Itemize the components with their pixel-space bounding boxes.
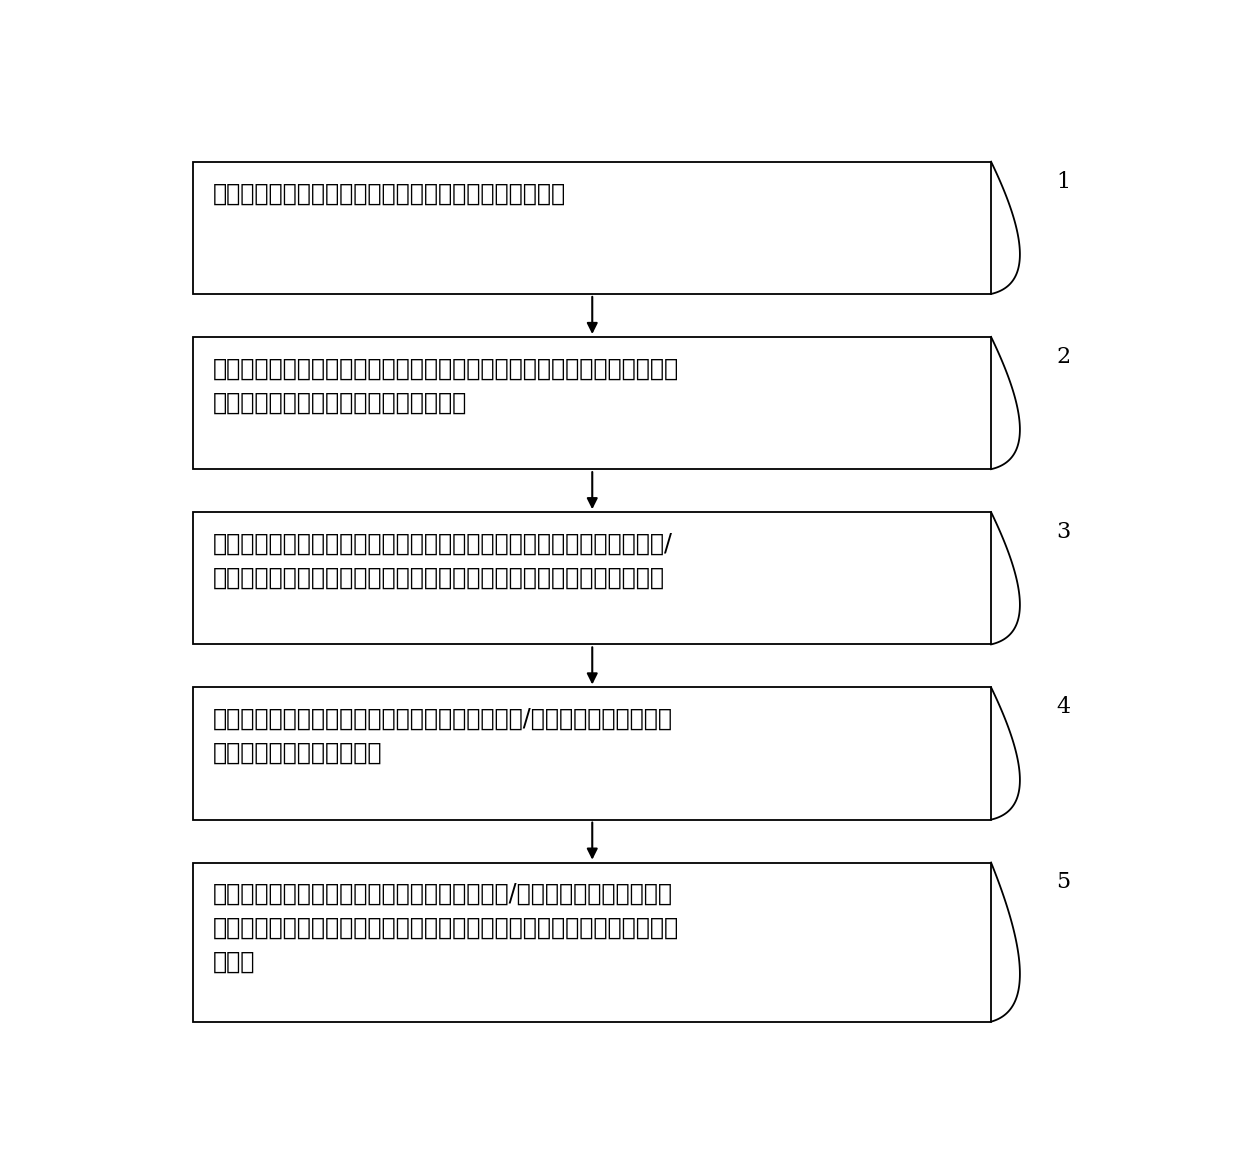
Text: 满足第二预设阈值时，所述整车控制系统发送报警信号，并输出控制变量进: 满足第二预设阈值时，所述整车控制系统发送报警信号，并输出控制变量进	[213, 916, 678, 940]
Text: 根据接收到的所述第二信号计算和输出整车的倾覆弯矩，其中，所述倾覆弯: 根据接收到的所述第二信号计算和输出整车的倾覆弯矩，其中，所述倾覆弯	[213, 356, 678, 381]
Text: 采集第一信号，并根据所述第一信号的特性获得第二信号: 采集第一信号，并根据所述第一信号的特性获得第二信号	[213, 181, 565, 205]
Bar	[193, 687, 991, 820]
Bar	[193, 161, 991, 294]
Text: 3: 3	[1056, 521, 1070, 543]
Text: 或，对比所述横向倾覆弯矩值和第二预设抗倾覆力矩，获得第二比对结果: 或，对比所述横向倾覆弯矩值和第二预设抗倾覆力矩，获得第二比对结果	[213, 565, 665, 590]
Bar	[193, 337, 991, 469]
Text: 矩包括纵向倾覆弯矩值和横向倾覆弯矩值: 矩包括纵向倾覆弯矩值和横向倾覆弯矩值	[213, 390, 467, 414]
Text: 当所述第一比对结果不满足第一预设阈值时，和/或，所述第二比对结果不: 当所述第一比对结果不满足第一预设阈值时，和/或，所述第二比对结果不	[213, 882, 672, 907]
Text: 2: 2	[1056, 346, 1070, 368]
Text: 对比所述纵向倾覆弯矩值和第一预设抗倾覆力矩，获得第一比对结果，和/: 对比所述纵向倾覆弯矩值和第一预设抗倾覆力矩，获得第一比对结果，和/	[213, 532, 672, 556]
Text: 5: 5	[1056, 872, 1070, 894]
Text: 结果是否满足第二预设阈值: 结果是否满足第二预设阈值	[213, 741, 382, 765]
Text: 1: 1	[1056, 171, 1070, 193]
Text: 判断所述第一比对结果是否满足第一预设阈值，和/或，判断所述第二比对: 判断所述第一比对结果是否满足第一预设阈值，和/或，判断所述第二比对	[213, 707, 672, 731]
Bar	[193, 512, 991, 644]
Text: 行控制: 行控制	[213, 950, 255, 974]
Text: 4: 4	[1056, 697, 1070, 719]
Bar	[193, 863, 991, 1022]
